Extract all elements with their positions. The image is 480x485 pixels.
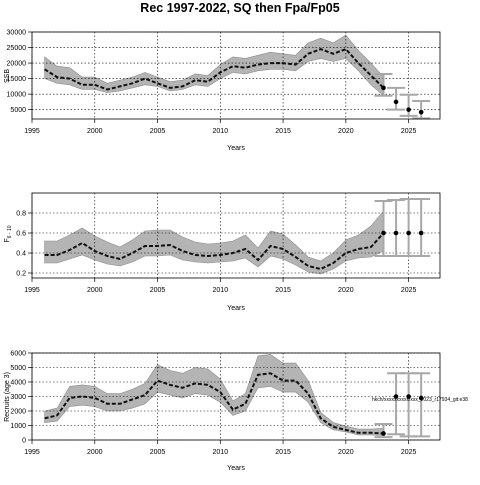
chart-title: Rec 1997-2022, SQ then Fpa/Fp05 bbox=[140, 1, 339, 15]
rec-xtick-label-2010: 2010 bbox=[213, 449, 229, 456]
ssb-ytick-label-20000: 20000 bbox=[7, 61, 27, 68]
fbar-median-line bbox=[44, 232, 385, 271]
ssb-ylabel: SSB bbox=[4, 69, 11, 83]
fbar-xtick-label-2010: 2010 bbox=[213, 287, 229, 294]
ssb-ytick-label-25000: 25000 bbox=[7, 45, 27, 52]
ssb-ytick-label-15000: 15000 bbox=[7, 76, 27, 83]
ssb-xlabel: Years bbox=[227, 145, 245, 152]
fbar-ytick-label-0.8: 0.8 bbox=[16, 211, 26, 218]
rec-ytick-label-0: 0 bbox=[22, 438, 26, 445]
rec-ylabel: Recruits (age 3) bbox=[4, 372, 11, 422]
rec-xtick-label-2005: 2005 bbox=[150, 449, 166, 456]
fbar-forecast-point-2023 bbox=[381, 230, 386, 236]
ssb-ytick-label-30000: 30000 bbox=[7, 30, 27, 37]
ssb-xtick-label-2000: 2000 bbox=[87, 128, 103, 135]
ssb-xtick-label-2010: 2010 bbox=[213, 128, 229, 135]
ssb-forecast-point-2026 bbox=[418, 109, 424, 115]
rec-median-line bbox=[44, 372, 384, 435]
fbar-xlabel: Years bbox=[227, 305, 245, 312]
fbar-ytick-label-0.4: 0.4 bbox=[16, 251, 26, 258]
ssb-forecast-point-2023 bbox=[381, 85, 386, 91]
ssb-xtick-label-2015: 2015 bbox=[275, 128, 291, 135]
rec-ytick-label-4000: 4000 bbox=[10, 380, 26, 387]
fbar-panel: 1995 2000 2005 2010 2015 2020 2025 0.2 0.4 0.6 0.8… bbox=[4, 192, 441, 312]
ssb-panel: 1995 2000 2005 2010 2015 2020 2025 5000 10000 150… bbox=[4, 30, 441, 152]
rec-forecast-point-2023 bbox=[381, 431, 386, 436]
rec-forecast-point-2025 bbox=[406, 394, 411, 399]
ssb-ci-band bbox=[44, 34, 384, 97]
rec-ytick-label-3000: 3000 bbox=[10, 394, 26, 401]
ssb-forecast-point-2024 bbox=[393, 99, 399, 105]
fbar-xtick-label-1995: 1995 bbox=[24, 287, 40, 294]
rec-xtick-label-1995: 1995 bbox=[24, 449, 40, 456]
fbar-ylabel-main: F bbox=[4, 238, 11, 242]
fbar-forecast-point-2025 bbox=[406, 230, 411, 236]
rec-xtick-label-2015: 2015 bbox=[275, 449, 291, 456]
ssb-median-line bbox=[44, 47, 385, 91]
rec-xlabel: Years bbox=[227, 465, 245, 472]
fbar-ytick-label-0.2: 0.2 bbox=[16, 271, 26, 278]
fbar-forecast-point-2024 bbox=[393, 230, 399, 236]
rec-ytick-label-1000: 1000 bbox=[10, 423, 26, 430]
rec-ytick-label-5000: 5000 bbox=[10, 365, 26, 372]
fbar-plot-frame bbox=[31, 192, 441, 279]
rec-forecast-point-2026 bbox=[418, 395, 424, 401]
ssb-xtick-label-1995: 1995 bbox=[24, 128, 40, 135]
ssb-xtick-label-2025: 2025 bbox=[401, 128, 417, 135]
ssb-forecast-point-2025 bbox=[406, 107, 411, 112]
rec-xtick-label-2000: 2000 bbox=[87, 449, 103, 456]
fbar-ci-band bbox=[44, 210, 384, 275]
rec-forecast-point-2024 bbox=[393, 394, 399, 399]
fbar-ytick-label-0.6: 0.6 bbox=[16, 231, 26, 238]
ssb-ytick-label-5000: 5000 bbox=[10, 107, 26, 114]
ssb-ytick-label-10000: 10000 bbox=[7, 92, 27, 99]
rec-ci-band bbox=[44, 354, 384, 436]
fbar-xtick-label-2005: 2005 bbox=[150, 287, 166, 294]
rec-xtick-label-2025: 2025 bbox=[401, 449, 417, 456]
fbar-ylabel: F6 - 10 bbox=[4, 225, 13, 242]
ssb-xtick-label-2005: 2005 bbox=[150, 128, 166, 135]
fbar-xtick-label-2020: 2020 bbox=[338, 287, 354, 294]
fbar-forecast-point-2026 bbox=[418, 230, 424, 236]
rec-ytick-label-6000: 6000 bbox=[10, 351, 26, 358]
fbar-xtick-label-2015: 2015 bbox=[275, 287, 291, 294]
fbar-xtick-label-2000: 2000 bbox=[87, 287, 103, 294]
rec-run-note: hkch/xxxxxxxxxx/xxx_2023_r17934_git:e38 bbox=[372, 397, 468, 403]
ssb-xtick-label-2020: 2020 bbox=[338, 128, 354, 135]
ssb-plot-frame bbox=[31, 31, 441, 120]
rec-panel: 1995 2000 2005 2010 2015 2020 2025 0 1000 2000 300… bbox=[4, 351, 468, 473]
fbar-xtick-label-2025: 2025 bbox=[401, 287, 417, 294]
rec-xtick-label-2020: 2020 bbox=[338, 449, 354, 456]
rec-ytick-label-2000: 2000 bbox=[10, 409, 26, 416]
fbar-ylabel-sub: 6 - 10 bbox=[7, 225, 13, 238]
